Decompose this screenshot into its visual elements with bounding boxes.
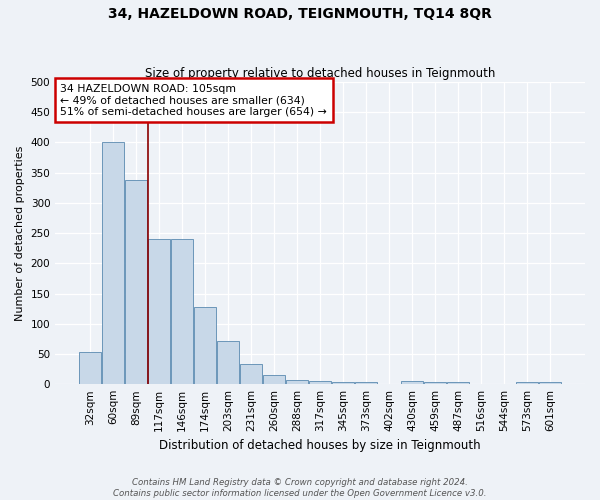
- Bar: [125, 180, 147, 384]
- Bar: [102, 142, 124, 384]
- Bar: [516, 382, 538, 384]
- Bar: [263, 374, 285, 384]
- X-axis label: Distribution of detached houses by size in Teignmouth: Distribution of detached houses by size …: [159, 440, 481, 452]
- Bar: [401, 381, 423, 384]
- Bar: [194, 307, 216, 384]
- Bar: [217, 340, 239, 384]
- Title: Size of property relative to detached houses in Teignmouth: Size of property relative to detached ho…: [145, 66, 495, 80]
- Text: 34 HAZELDOWN ROAD: 105sqm
← 49% of detached houses are smaller (634)
51% of semi: 34 HAZELDOWN ROAD: 105sqm ← 49% of detac…: [61, 84, 327, 117]
- Bar: [539, 382, 561, 384]
- Bar: [79, 352, 101, 384]
- Bar: [447, 382, 469, 384]
- Bar: [240, 364, 262, 384]
- Y-axis label: Number of detached properties: Number of detached properties: [15, 146, 25, 321]
- Bar: [286, 380, 308, 384]
- Text: 34, HAZELDOWN ROAD, TEIGNMOUTH, TQ14 8QR: 34, HAZELDOWN ROAD, TEIGNMOUTH, TQ14 8QR: [108, 8, 492, 22]
- Bar: [148, 239, 170, 384]
- Text: Contains HM Land Registry data © Crown copyright and database right 2024.
Contai: Contains HM Land Registry data © Crown c…: [113, 478, 487, 498]
- Bar: [355, 382, 377, 384]
- Bar: [309, 380, 331, 384]
- Bar: [332, 382, 354, 384]
- Bar: [424, 382, 446, 384]
- Bar: [171, 239, 193, 384]
